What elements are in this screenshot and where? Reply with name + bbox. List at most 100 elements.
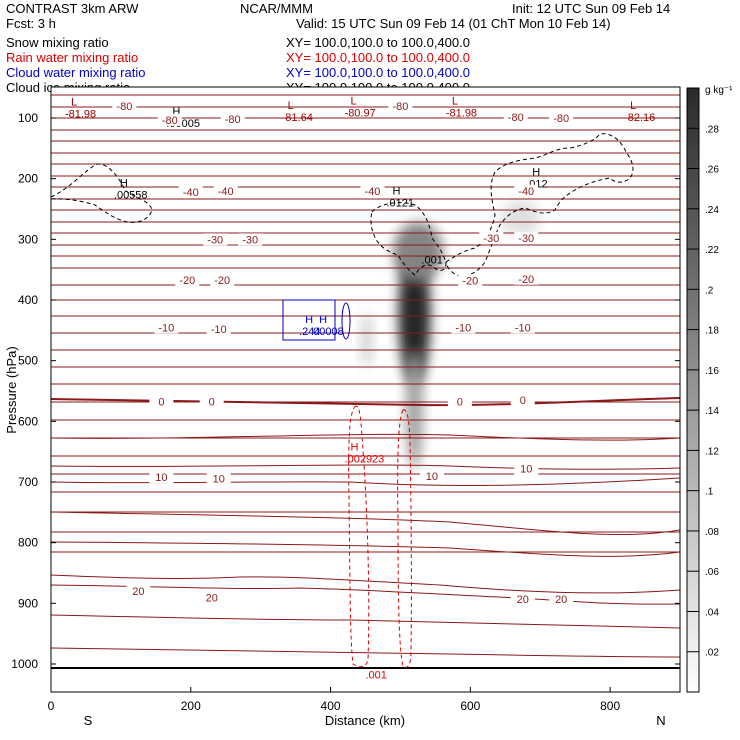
colorbar-tick-label: .18: [705, 326, 719, 337]
temperature-label: -20: [462, 276, 478, 288]
colorbar-tick-label: .2: [705, 285, 714, 296]
y-tick-label: 900: [18, 596, 38, 610]
cloud-water-outline-ellipse: [341, 302, 351, 340]
temperature-label: -80: [225, 114, 241, 126]
extremum-value: -80.97: [345, 108, 376, 120]
temperature-contour-zero: [51, 397, 680, 407]
temperature-label-bg: [510, 321, 535, 334]
extremum-value: .002923: [345, 453, 385, 465]
temperature-label: 20: [555, 594, 567, 606]
temperature-label-bg: [178, 186, 203, 199]
temperature-contours: [51, 94, 680, 669]
temperature-contour: [51, 541, 680, 557]
temperature-labels: -80 -80 -80 -80 -80 -80 -40 -40 -40 -40 -30 -30 -30 -…: [112, 99, 574, 606]
extremum-value: .00558: [114, 190, 148, 202]
temperature-label-bg: [514, 184, 539, 197]
temperature-label: -30: [242, 234, 258, 246]
shade-region: [500, 200, 541, 236]
legend-cloud-water-xy: XY= 100.0,100.0 to 100.0,400.0: [286, 65, 470, 80]
temperature-label: -20: [214, 275, 230, 287]
extremum-mark: H: [305, 314, 313, 326]
temperature-label: -40: [518, 186, 534, 198]
temperature-label: -30: [518, 233, 534, 245]
temperature-label-bg: [199, 395, 224, 408]
temperature-label: 0: [457, 396, 463, 408]
temperature-label: 20: [517, 594, 529, 606]
temperature-label-bg: [154, 321, 179, 334]
colorbar-tick-label: .1: [705, 487, 714, 498]
plot-background: [51, 87, 680, 692]
temperature-label: 10: [520, 464, 532, 476]
temperature-label: 0: [158, 396, 164, 408]
x-axis-label: Distance (km): [325, 713, 405, 728]
shade-region: [392, 222, 443, 282]
legend-snow-label: Snow mixing ratio: [6, 35, 109, 50]
temperature-label-bg: [206, 323, 231, 336]
y-tick-label: 600: [18, 414, 38, 428]
colorbar-tick-label: .26: [705, 165, 719, 176]
extremum-value: .244: [299, 326, 320, 338]
temperature-label-bg: [514, 462, 539, 475]
temperature-label: 20: [132, 586, 144, 598]
temperature-label: -40: [218, 186, 234, 198]
extremum-mark: H: [392, 185, 400, 197]
legend-cloud-water-label: Cloud water mixing ratio: [6, 65, 146, 80]
temperature-label: -30: [483, 233, 499, 245]
init-time: Init: 12 UTC Sun 09 Feb 14: [512, 1, 671, 16]
temperature-label-bg: [388, 99, 413, 112]
extremum-mark: H: [319, 314, 327, 326]
temperature-label-bg: [220, 113, 245, 126]
extremum-mark: L: [630, 100, 636, 112]
colorbar-tick-label: .14: [705, 406, 719, 417]
forecast-hour: Fcst: 3 h: [6, 16, 56, 31]
colorbar-ramp: [686, 87, 700, 693]
temperature-label-bg: [510, 593, 535, 606]
temperature-label-bg: [112, 99, 137, 112]
colorbar-tick-label: .28: [705, 124, 719, 135]
temperature-contour: [51, 511, 680, 536]
colorbar-tick-label: .16: [705, 366, 719, 377]
temperature-contour: [51, 647, 680, 658]
x-tick-label: 600: [460, 699, 480, 713]
temperature-label: -10: [211, 324, 227, 336]
extremum-mark: H: [351, 441, 359, 453]
temperature-label-bg: [549, 112, 574, 124]
extremum-value: .001: [421, 254, 442, 266]
colorbar-tick-label: .24: [705, 205, 719, 216]
temperature-contour: [51, 433, 680, 441]
extrema-labels: L-81.98 H.00005L-81.64L-80.97L-81.98L-82.…: [65, 96, 655, 682]
cloud-ice-outline-west: [51, 163, 153, 223]
colorbar-tick-label: .12: [705, 446, 719, 457]
temperature-label-bg: [149, 395, 174, 408]
legend-snow-xy: XY= 100.0,100.0 to 100.0,400.0: [286, 35, 470, 50]
temperature-label-bg: [175, 273, 200, 286]
y-axis-label: Pressure (hPa): [4, 346, 19, 433]
extremum-mark: H: [172, 106, 180, 118]
temperature-label-bg: [213, 184, 238, 197]
x-tick-label: 0: [48, 699, 55, 713]
extremum-mark: H: [120, 178, 128, 190]
x-tick-label: 800: [600, 699, 620, 713]
x-end-label-right: N: [656, 713, 665, 728]
temperature-label: -80: [392, 101, 408, 113]
temperature-label-bg: [238, 233, 263, 246]
extremum-value: .0121: [386, 197, 414, 209]
extremum-value: -81.64: [282, 112, 313, 124]
x-end-label-left: S: [84, 713, 93, 728]
extremum-mark: L: [288, 100, 294, 112]
extremum-value: -82.16: [624, 112, 655, 124]
extremum-value: -81.98: [446, 108, 477, 120]
temperature-label-bg: [199, 591, 224, 604]
temperature-label-bg: [549, 593, 574, 606]
y-tick-label: 400: [18, 293, 38, 307]
temperature-label: 10: [155, 472, 167, 484]
y-tick-label: 800: [18, 536, 38, 550]
y-tick-label: 1000: [11, 657, 38, 671]
temperature-label: -20: [179, 275, 195, 287]
temperature-label: -20: [518, 274, 534, 286]
temperature-label-bg: [126, 585, 151, 598]
valid-time: Valid: 15 UTC Sun 09 Feb 14 (01 ChT Mon …: [296, 16, 611, 31]
cloud-ice-outline-center: [370, 202, 447, 276]
